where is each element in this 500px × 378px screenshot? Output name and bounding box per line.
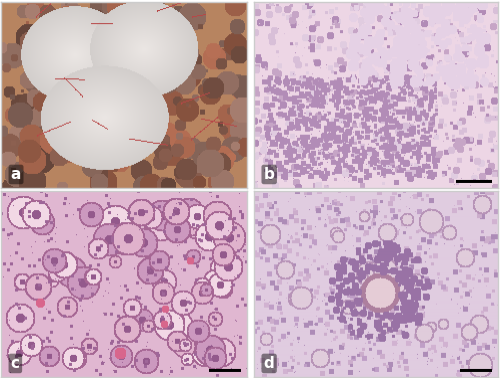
Text: a: a <box>11 167 21 182</box>
Text: c: c <box>11 356 20 371</box>
Text: d: d <box>264 356 274 371</box>
Text: b: b <box>264 167 274 182</box>
